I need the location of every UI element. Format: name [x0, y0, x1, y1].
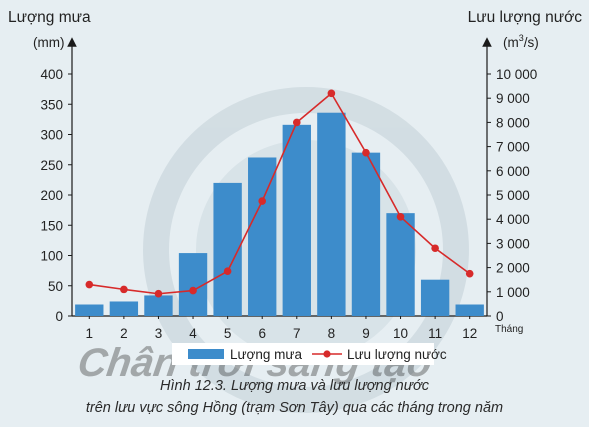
x-tick-label: 12 — [462, 326, 477, 341]
discharge-point-month-2 — [120, 285, 128, 294]
x-tick-label: 2 — [120, 326, 128, 341]
rainfall-bar-month-2 — [109, 301, 139, 316]
discharge-point-month-8 — [327, 89, 336, 98]
legend-line-label: Lưu lượng nước — [347, 347, 447, 362]
left-tick-label: 200 — [40, 188, 63, 203]
left-tick-label: 150 — [40, 218, 63, 233]
right-tick-label: 0 — [496, 309, 504, 324]
discharge-point-month-9 — [362, 148, 370, 157]
discharge-point-month-3 — [154, 289, 163, 298]
right-tick-label: 6 000 — [496, 164, 530, 179]
x-tick-label: 4 — [189, 326, 197, 341]
discharge-point-month-7 — [292, 118, 301, 127]
x-tick-label: 6 — [258, 326, 266, 341]
right-tick-label: 5 000 — [496, 188, 530, 203]
left-tick-label: 250 — [40, 158, 63, 173]
x-tick-label: 10 — [393, 326, 408, 341]
right-tick-label: 8 000 — [496, 115, 530, 130]
left-axis-ticks: 0 50 100 150 200 250 300 350 400 — [40, 67, 72, 324]
right-axis-title: Lưu lượng nước — [468, 9, 583, 26]
x-tick-label: 5 — [224, 326, 232, 341]
legend-bar-swatch — [188, 349, 224, 359]
x-tick-label: 3 — [155, 326, 163, 341]
discharge-point-month-5 — [223, 267, 232, 276]
legend-box — [172, 343, 434, 365]
x-tick-label: 9 — [362, 326, 370, 341]
left-axis-unit: (mm) — [33, 35, 64, 50]
rainfall-bar-month-5 — [213, 182, 242, 316]
x-tick-label: 11 — [428, 326, 442, 341]
rainfall-bar-month-7 — [282, 124, 311, 316]
discharge-line-path — [89, 92, 471, 295]
discharge-point-month-12 — [465, 269, 474, 278]
figure-caption-line-2: trên lưu vực sông Hồng (trạm Sơn Tây) qu… — [85, 400, 504, 416]
right-tick-label: 3 000 — [496, 236, 530, 251]
right-tick-label: 2 000 — [496, 261, 530, 276]
rainfall-bar-month-9 — [351, 152, 381, 316]
legend: Lượng mưa Lưu lượng nước — [172, 343, 447, 365]
x-tick-label: 8 — [328, 326, 336, 341]
x-axis-unit-label: Tháng — [495, 324, 523, 335]
rainfall-bars — [75, 112, 484, 316]
discharge-point-month-4 — [189, 286, 197, 295]
figure-caption-line-1: Hình 12.3. Lượng mưa và lưu lượng nước — [160, 378, 429, 394]
left-tick-label: 0 — [55, 309, 63, 324]
right-tick-label: 10 000 — [496, 67, 537, 82]
right-axis-ticks: 0 1 000 2 000 3 000 4 000 5 000 6 000 7 000 8 00… — [487, 67, 537, 324]
discharge-point-month-1 — [85, 280, 94, 289]
rainfall-bar-month-8 — [317, 112, 346, 316]
x-tick-label: 7 — [293, 326, 301, 341]
left-tick-label: 400 — [40, 67, 63, 82]
right-tick-label: 4 000 — [496, 212, 530, 227]
rainfall-bar-month-6 — [248, 157, 277, 316]
left-tick-label: 300 — [40, 128, 63, 143]
right-tick-label: 7 000 — [496, 140, 530, 155]
rainfall-bar-month-10 — [386, 213, 415, 316]
rainfall-bar-month-12 — [455, 304, 484, 316]
left-tick-label: 50 — [48, 279, 63, 294]
left-tick-label: 100 — [40, 249, 63, 264]
discharge-point-month-6 — [258, 197, 267, 205]
rainfall-bar-month-11 — [420, 279, 450, 316]
x-tick-labels: 1 2 3 4 5 6 7 8 9 10 11 12 — [86, 316, 477, 341]
rainfall-bar-month-1 — [75, 304, 104, 316]
right-tick-label: 1 000 — [496, 285, 530, 300]
discharge-point-month-10 — [396, 212, 405, 221]
right-axis-unit: (m3/s) — [503, 33, 539, 50]
discharge-point-month-11 — [431, 244, 439, 253]
x-tick-label: 1 — [86, 326, 94, 341]
discharge-line — [85, 89, 474, 298]
left-axis-title: Lượng mưa — [8, 9, 91, 26]
left-tick-label: 350 — [40, 97, 63, 112]
rainfall-bar-month-3 — [144, 295, 173, 316]
right-tick-label: 9 000 — [496, 91, 530, 106]
legend-line-marker — [323, 350, 331, 358]
legend-bar-label: Lượng mưa — [230, 347, 302, 362]
